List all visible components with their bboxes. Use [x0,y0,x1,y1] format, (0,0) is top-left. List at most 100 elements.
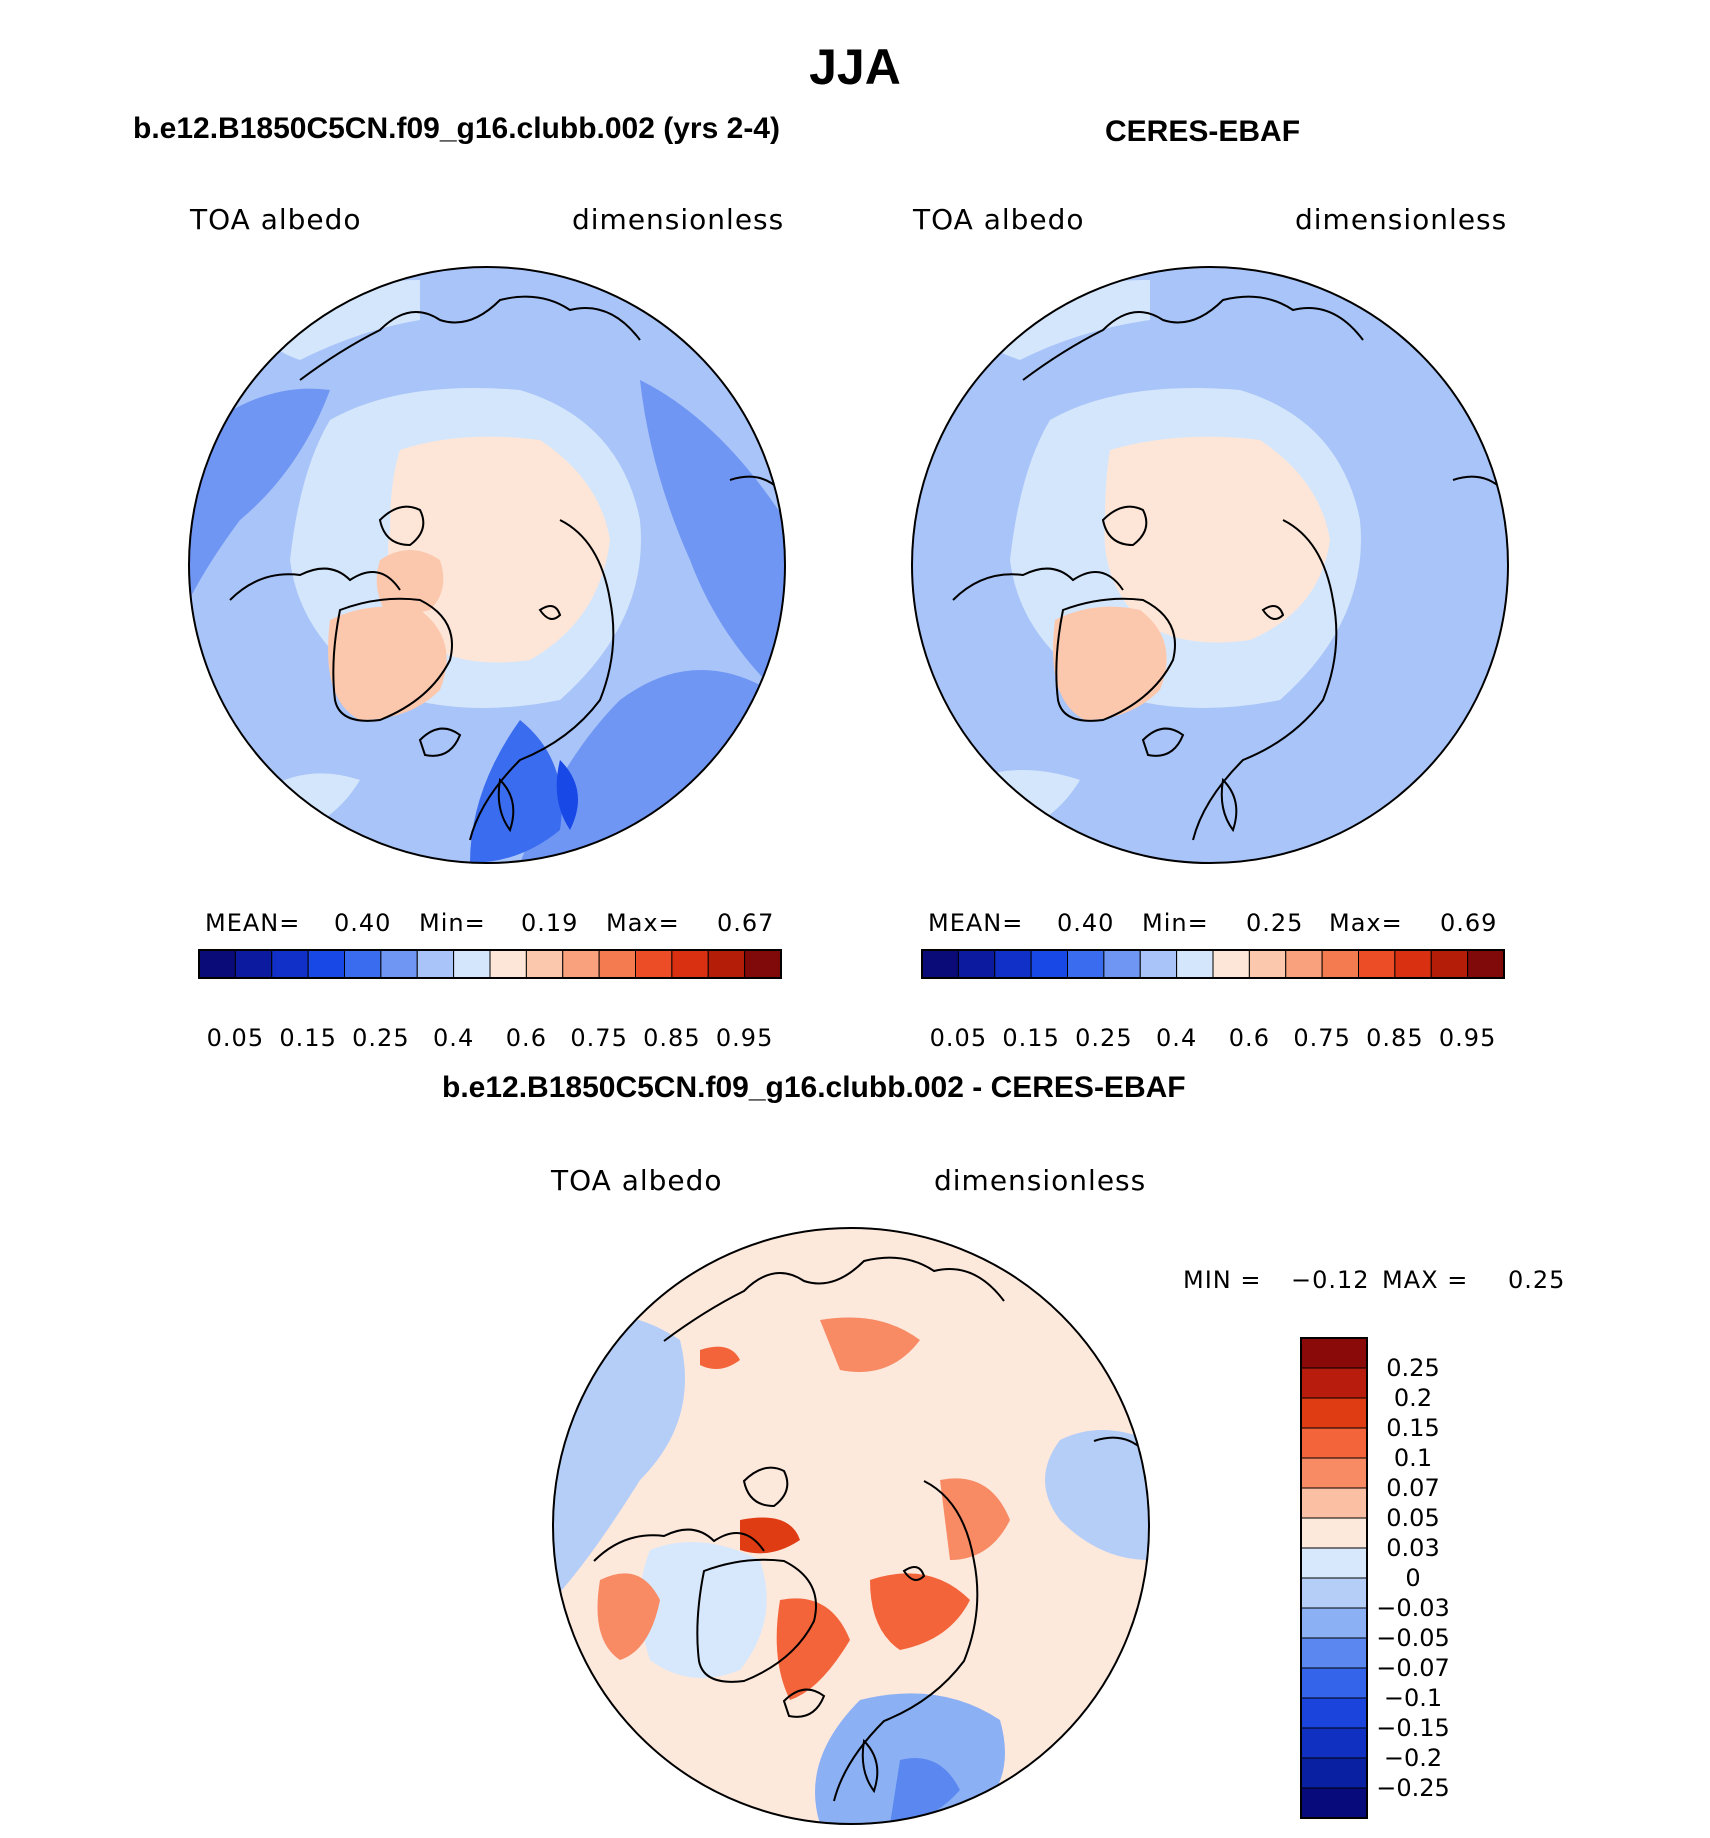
colorbar-3-swatch [1300,1667,1368,1699]
colorbar-1-swatch [453,949,491,979]
colorbar-1-tick-label: 0.25 [352,1024,410,1052]
panel-2-title: CERES-EBAF [1105,115,1301,148]
colorbar-1-swatch [671,949,709,979]
colorbar-1-swatch [489,949,527,979]
colorbar-1-swatch [562,949,600,979]
colorbar-1-swatch [198,949,236,979]
colorbar-2-swatch [1176,949,1214,979]
colorbar-2-tick-label: 0.25 [1075,1024,1133,1052]
colorbar-2-swatch [1248,949,1287,979]
colorbar-3-tick-label: 0.15 [1386,1414,1440,1442]
colorbar-2-swatch [1394,949,1432,979]
colorbar-3-tick-label: 0.1 [1393,1444,1433,1472]
panel-1-mean-value: 0.40 [334,909,392,937]
panel-1-min-value: 0.19 [521,909,579,937]
colorbar-3-swatch [1300,1457,1368,1489]
colorbar-2-swatch [1358,949,1396,979]
colorbar-3-tick-label: 0.25 [1386,1354,1440,1382]
colorbar-2-swatch [1430,949,1469,979]
colorbar-panel-2 [921,949,1505,979]
colorbar-1-swatch [525,949,564,979]
colorbar-2-tick-label: 0.6 [1228,1024,1270,1052]
panel-2-variable-label: TOA albedo [913,203,1085,236]
colorbar-1-swatch [416,949,455,979]
panel-1-max-value: 0.67 [717,909,775,937]
colorbar-1-tick-label: 0.75 [570,1024,628,1052]
colorbar-3-swatch [1300,1697,1368,1729]
colorbar-2-tick-label: 0.85 [1366,1024,1424,1052]
panel-3-variable-label: TOA albedo [551,1164,723,1197]
colorbar-1-swatch [307,949,345,979]
map-3-border [552,1227,1150,1825]
panel-1-units-label: dimensionless [572,203,785,236]
colorbar-3-tick-label: 0.07 [1386,1474,1440,1502]
panel-1-min-label: Min= [419,909,486,937]
colorbar-3-tick-label: 0.05 [1386,1504,1440,1532]
colorbar-3-swatch [1300,1577,1368,1609]
panel-1-title: b.e12.B1850C5CN.f09_g16.clubb.002 (yrs 2… [133,112,780,145]
map-3-field [553,1228,1149,1824]
panel-3-max-label: MAX = [1382,1266,1469,1294]
colorbar-2-swatch [1212,949,1250,979]
panel-3-min-label: MIN = [1183,1266,1262,1294]
colorbar-3-tick-label: −0.1 [1383,1684,1443,1712]
colorbar-3-swatch [1300,1607,1368,1639]
panel-2-mean-label: MEAN= [928,909,1024,937]
colorbar-1-swatch [344,949,382,979]
panel-2-mean-value: 0.40 [1057,909,1115,937]
colorbar-2-tick-label: 0.95 [1438,1024,1497,1052]
panel-1-variable-label: TOA albedo [190,203,362,236]
colorbar-panel-1 [198,949,782,979]
colorbar-2-frame [921,949,1505,979]
panel-2-min-label: Min= [1142,909,1209,937]
colorbar-1-swatch [380,949,418,979]
colorbar-2-swatch [921,949,959,979]
colorbar-panel-3 [1300,1337,1368,1819]
colorbar-2-swatch [1103,949,1141,979]
colorbar-1-tick-label: 0.05 [206,1024,265,1052]
panel-2-units-label: dimensionless [1295,203,1508,236]
colorbar-3-swatch [1300,1547,1368,1579]
panel-1-mean-label: MEAN= [205,909,301,937]
colorbar-2-tick-label: 0.4 [1156,1024,1198,1052]
map-2-field [912,267,1508,863]
colorbar-2-swatch [1067,949,1105,979]
map-3-coastlines [593,1256,1145,1802]
colorbar-3-frame [1300,1337,1368,1819]
panel-3-units-label: dimensionless [934,1164,1147,1197]
colorbar-3-swatch [1300,1517,1368,1549]
colorbar-1-swatch [271,949,309,979]
colorbar-3-swatch [1300,1637,1368,1669]
colorbar-3-tick-label: −0.2 [1383,1744,1443,1772]
colorbar-3-tick-label: 0 [1405,1564,1421,1592]
colorbar-2-swatch [957,949,996,979]
colorbar-3-tick-label: −0.07 [1376,1654,1450,1682]
colorbar-2-tick-label: 0.05 [929,1024,988,1052]
colorbar-3-swatch [1300,1787,1368,1819]
map-1-field [189,267,785,863]
colorbar-2-swatch [994,949,1032,979]
colorbar-3-swatch [1300,1367,1368,1399]
figure-title: JJA [809,39,901,95]
colorbar-3-swatch [1300,1487,1368,1519]
colorbar-3-swatch [1300,1757,1368,1789]
colorbar-3-tick-label: 0.2 [1393,1384,1433,1412]
colorbar-1-swatch [707,949,746,979]
colorbar-3-swatch [1300,1337,1368,1369]
panel-2-min-value: 0.25 [1246,909,1304,937]
panel-2-max-value: 0.69 [1440,909,1498,937]
colorbar-2-swatch [1030,949,1068,979]
colorbar-2-swatch [1139,949,1178,979]
colorbar-3-tick-label: −0.03 [1376,1594,1450,1622]
colorbar-3-tick-label: 0.03 [1386,1534,1440,1562]
panel-2-max-label: Max= [1329,909,1403,937]
panel-3-min-value: −0.12 [1291,1266,1370,1294]
colorbar-2-tick-label: 0.15 [1002,1024,1060,1052]
colorbar-1-tick-label: 0.6 [505,1024,547,1052]
colorbar-1-tick-label: 0.15 [279,1024,337,1052]
colorbar-2-swatch [1285,949,1323,979]
colorbar-3-tick-label: −0.05 [1376,1624,1450,1652]
panel-1-max-label: Max= [606,909,680,937]
colorbar-3-swatch [1300,1727,1368,1759]
